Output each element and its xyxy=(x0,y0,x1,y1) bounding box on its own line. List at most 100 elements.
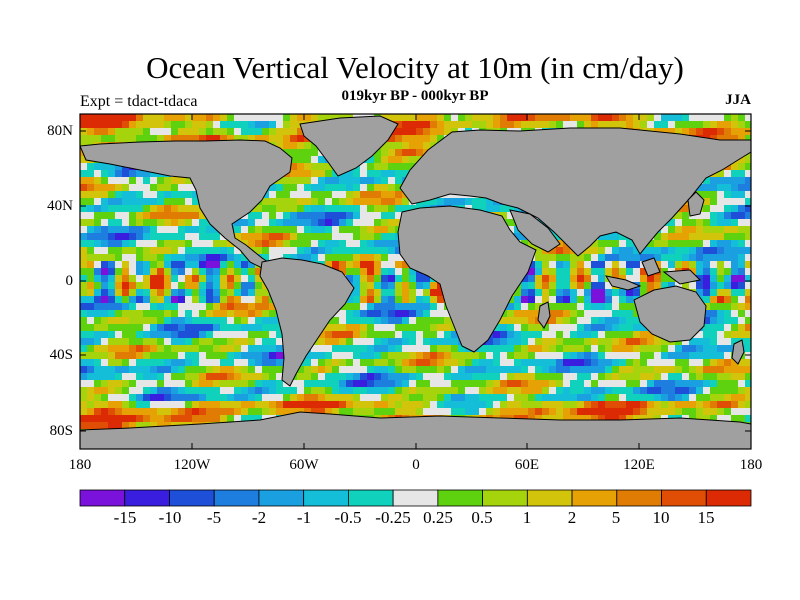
field-cell xyxy=(311,394,319,402)
field-cell xyxy=(521,289,529,297)
field-cell xyxy=(234,226,242,234)
field-cell xyxy=(570,261,578,269)
field-cell xyxy=(136,415,144,423)
field-cell xyxy=(381,191,389,199)
field-cell xyxy=(157,205,165,213)
field-cell xyxy=(577,387,585,395)
field-cell xyxy=(430,303,438,311)
field-cell xyxy=(633,338,641,346)
field-cell xyxy=(535,352,543,360)
field-cell xyxy=(682,226,690,234)
field-cell xyxy=(731,373,739,381)
field-cell xyxy=(108,408,116,416)
field-cell xyxy=(612,366,620,374)
field-cell xyxy=(101,268,109,276)
field-cell xyxy=(101,191,109,199)
field-cell xyxy=(220,303,228,311)
field-cell xyxy=(738,275,746,283)
field-cell xyxy=(717,128,725,136)
field-cell xyxy=(563,268,571,276)
field-cell xyxy=(388,149,396,157)
field-cell xyxy=(563,366,571,374)
field-cell xyxy=(549,352,557,360)
field-cell xyxy=(269,345,277,353)
field-cell xyxy=(570,114,578,122)
field-cell xyxy=(129,191,137,199)
field-cell xyxy=(325,184,333,192)
field-cell xyxy=(346,198,354,206)
field-cell xyxy=(668,261,676,269)
field-cell xyxy=(402,338,410,346)
field-cell xyxy=(290,128,298,136)
field-cell xyxy=(598,380,606,388)
field-cell xyxy=(416,338,424,346)
field-cell xyxy=(654,380,662,388)
field-cell xyxy=(668,128,676,136)
field-cell xyxy=(248,331,256,339)
field-cell xyxy=(262,317,270,325)
field-cell xyxy=(171,212,179,220)
field-cell xyxy=(115,247,123,255)
field-cell xyxy=(101,219,109,227)
field-cell xyxy=(255,114,263,122)
field-cell xyxy=(129,247,137,255)
field-cell xyxy=(255,359,263,367)
field-cell xyxy=(402,352,410,360)
field-cell xyxy=(381,240,389,248)
field-cell xyxy=(143,401,151,409)
field-cell xyxy=(304,198,312,206)
field-cell xyxy=(654,114,662,122)
field-cell xyxy=(108,261,116,269)
field-cell xyxy=(255,303,263,311)
field-cell xyxy=(353,408,361,416)
field-cell xyxy=(332,233,340,241)
field-cell xyxy=(500,114,508,122)
field-cell xyxy=(437,135,445,143)
field-cell xyxy=(325,373,333,381)
field-cell xyxy=(577,296,585,304)
field-cell xyxy=(381,219,389,227)
field-cell xyxy=(157,121,165,129)
field-cell xyxy=(612,331,620,339)
field-cell xyxy=(80,135,88,143)
colorbar-box xyxy=(571,489,618,507)
field-cell xyxy=(255,296,263,304)
field-cell xyxy=(696,247,704,255)
field-cell xyxy=(136,352,144,360)
field-cell xyxy=(164,310,172,318)
field-cell xyxy=(108,233,116,241)
field-cell xyxy=(374,310,382,318)
field-cell xyxy=(598,387,606,395)
field-cell xyxy=(703,114,711,122)
field-cell xyxy=(745,184,751,192)
field-cell xyxy=(234,324,242,332)
field-cell xyxy=(143,184,151,192)
field-cell xyxy=(325,408,333,416)
field-cell xyxy=(689,254,697,262)
field-cell xyxy=(647,240,655,248)
field-cell xyxy=(696,226,704,234)
field-cell xyxy=(80,282,88,290)
field-cell xyxy=(171,226,179,234)
field-cell xyxy=(465,114,473,122)
field-cell xyxy=(318,387,326,395)
field-cell xyxy=(248,121,256,129)
field-cell xyxy=(269,191,277,199)
field-cell xyxy=(290,121,298,129)
field-cell xyxy=(234,254,242,262)
field-cell xyxy=(500,352,508,360)
field-cell xyxy=(325,345,333,353)
field-cell xyxy=(360,226,368,234)
field-cell xyxy=(213,282,221,290)
field-cell xyxy=(87,345,95,353)
field-cell xyxy=(710,408,718,416)
field-cell xyxy=(353,401,361,409)
field-cell xyxy=(409,296,417,304)
field-cell xyxy=(360,219,368,227)
field-cell xyxy=(395,373,403,381)
field-cell xyxy=(717,352,725,360)
field-cell xyxy=(199,338,207,346)
field-cell xyxy=(584,268,592,276)
field-cell xyxy=(584,303,592,311)
experiment-label: Expt = tdact-tdaca xyxy=(80,93,198,110)
